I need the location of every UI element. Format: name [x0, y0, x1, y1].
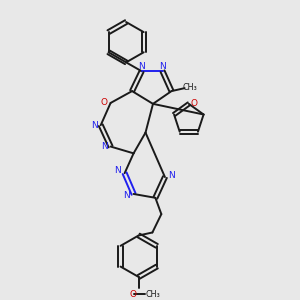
Text: CH₃: CH₃: [146, 290, 160, 299]
Text: N: N: [138, 62, 145, 71]
Text: N: N: [123, 191, 130, 200]
Text: N: N: [91, 121, 98, 130]
Text: N: N: [159, 62, 166, 71]
Text: O: O: [130, 290, 137, 299]
Text: O: O: [191, 99, 198, 108]
Text: CH₃: CH₃: [182, 83, 197, 92]
Text: N: N: [168, 171, 175, 180]
Text: O: O: [100, 98, 107, 107]
Text: N: N: [114, 166, 121, 175]
Text: N: N: [100, 142, 107, 151]
